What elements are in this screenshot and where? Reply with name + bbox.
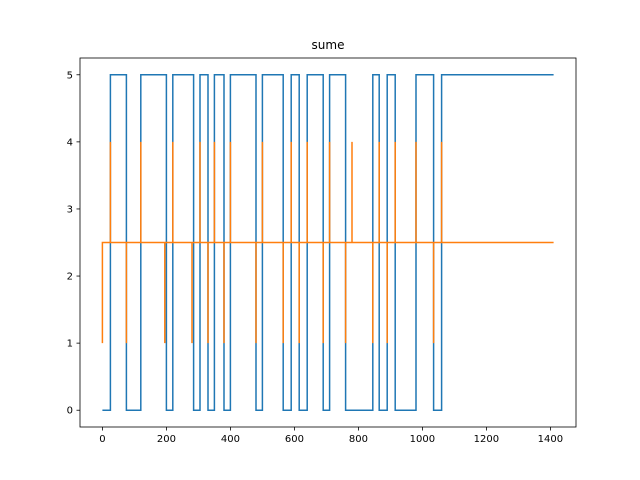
y-tick-label: 0 <box>67 406 73 417</box>
x-tick-label: 0 <box>99 434 105 445</box>
chart-title: sume <box>312 38 345 52</box>
y-tick-label: 1 <box>67 339 73 350</box>
y-tick-label: 2 <box>67 272 73 283</box>
x-tick-label: 600 <box>285 434 304 445</box>
x-tick-label: 400 <box>221 434 240 445</box>
y-axis: 0 1 2 3 4 5 <box>67 70 80 417</box>
x-tick-label: 200 <box>157 434 176 445</box>
y-tick-label: 5 <box>67 70 73 81</box>
x-tick-label: 1400 <box>538 434 563 445</box>
x-tick-label: 1200 <box>474 434 499 445</box>
plot-frame <box>79 57 577 428</box>
y-tick-label: 4 <box>67 137 73 148</box>
x-tick-label: 800 <box>349 434 368 445</box>
x-axis: 0 200 400 600 800 1000 1200 1400 <box>99 427 563 445</box>
series-line-2 <box>101 141 554 344</box>
x-tick-label: 1000 <box>410 434 435 445</box>
y-tick-label: 3 <box>67 204 73 215</box>
series-layer <box>101 74 554 411</box>
